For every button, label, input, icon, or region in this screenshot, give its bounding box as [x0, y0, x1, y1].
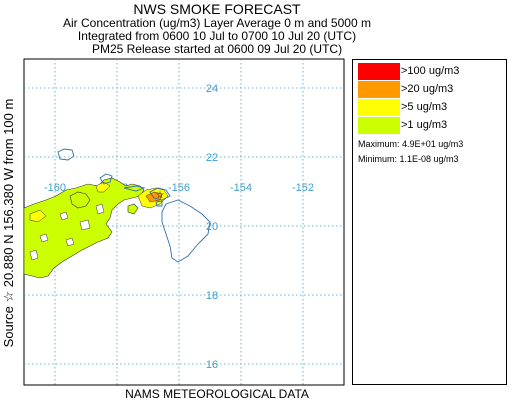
legend-label-gt1: >1 ug/m3: [401, 119, 448, 131]
maui-coast: [149, 187, 171, 201]
oahu-coast: [99, 173, 113, 185]
longitude-label: -152: [292, 182, 314, 194]
minimum-value: Minimum: 1.1E-08 ug/m3: [358, 154, 459, 164]
maximum-value: Maximum: 4.9E+01 ug/m3: [358, 139, 464, 149]
latitude-label: 18: [206, 290, 218, 302]
longitude-label: -160: [44, 182, 66, 194]
legend-swatch-gt20: [358, 81, 400, 98]
plume-gaps: [29, 203, 105, 261]
legend-swatch-gt5: [358, 99, 400, 116]
legend-label-gt100: >100 ug/m3: [401, 65, 460, 77]
legend-label-gt5: >5 ug/m3: [401, 101, 448, 113]
legend-item: >100 ug/m3: [358, 63, 498, 80]
source-marker: ☆: [156, 190, 165, 201]
legend-label-gt20: >20 ug/m3: [401, 83, 454, 95]
release-info: PM25 Release started at 0600 09 Jul 20 (…: [91, 42, 343, 56]
latitude-label: 16: [206, 359, 218, 371]
latitude-label: 20: [206, 221, 218, 233]
forecast-title: NWS SMOKE FORECAST: [133, 1, 301, 17]
latitude-label: 22: [206, 152, 218, 164]
meteorological-data-label: NAMS METEOROLOGICAL DATA: [125, 387, 309, 401]
concentration-description: Air Concentration (ug/m3) Layer Average …: [63, 16, 371, 30]
kauai-coast: [57, 148, 75, 161]
legend-swatch-gt1: [358, 117, 400, 134]
big-island-coast: [161, 199, 211, 263]
concentration-legend: >100 ug/m3 >20 ug/m3 >5 ug/m3 >1 ug/m3 M…: [352, 59, 507, 385]
longitude-label: -156: [168, 182, 190, 194]
legend-item: >20 ug/m3: [358, 81, 498, 98]
legend-item: >5 ug/m3: [358, 99, 498, 116]
source-location-label: Source ☆ 20.880 N 156.380 W from 100 m: [1, 98, 16, 348]
molokai-coast: [123, 185, 146, 192]
island-coastlines: [57, 148, 211, 263]
kahoolawe-coast: [155, 200, 163, 207]
smoke-plume-gt20: [145, 191, 163, 203]
longitude-label: -154: [230, 182, 252, 194]
legend-swatch-gt100: [358, 63, 400, 80]
integration-period: Integrated from 0600 10 Jul to 0700 10 J…: [77, 29, 357, 43]
latitude-label: 24: [206, 83, 218, 95]
legend-item: >1 ug/m3: [358, 117, 498, 134]
